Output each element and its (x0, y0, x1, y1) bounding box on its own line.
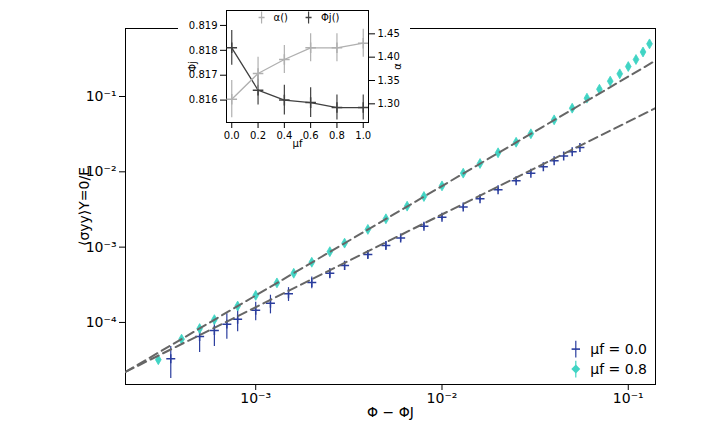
svg-text:⟨σyy⟩Y=0/E: ⟨σyy⟩Y=0/E (76, 167, 92, 246)
svg-text:10⁻¹: 10⁻¹ (613, 390, 644, 406)
html-text:μf = 0.8: μf = 0.8 (590, 360, 647, 377)
svg-text:μf: μf (293, 138, 303, 149)
svg-text:1.0: 1.0 (355, 130, 371, 141)
svg-text:10⁻⁴: 10⁻⁴ (86, 314, 117, 330)
html-text:α(): α() (273, 12, 288, 23)
svg-text:0.2: 0.2 (250, 130, 266, 141)
svg-text:10⁻³: 10⁻³ (85, 238, 117, 255)
svg-text:0.817: 0.817 (188, 69, 218, 81)
html-text:μf = 0.0: μf = 0.0 (590, 340, 647, 357)
svg-text:0.818: 0.818 (189, 45, 218, 56)
svg-text:1.30: 1.30 (378, 98, 400, 109)
svg-text:1.35: 1.35 (378, 75, 400, 86)
svg-text:0.8: 0.8 (329, 130, 345, 141)
svg-text:1.40: 1.40 (378, 51, 400, 62)
svg-text:0.816: 0.816 (189, 94, 218, 105)
svg-text:0.819: 0.819 (189, 20, 218, 31)
svg-text:α: α (392, 63, 403, 70)
svg-text:0.6: 0.6 (303, 130, 319, 141)
svg-text:1.45: 1.45 (378, 28, 400, 39)
svg-text:0.4: 0.4 (276, 130, 292, 141)
svg-text:10⁻²: 10⁻² (427, 390, 458, 406)
html-text:Φj(): Φj() (321, 12, 340, 23)
svg-text:10⁻³: 10⁻³ (240, 390, 271, 406)
svg-text:Φ − ΦJ: Φ − ΦJ (367, 404, 414, 420)
svg-text:0.0: 0.0 (224, 130, 240, 141)
svg-text:Φj: Φj (187, 61, 198, 72)
svg-text:10⁻¹: 10⁻¹ (86, 88, 117, 104)
svg-text:10⁻²: 10⁻² (85, 163, 117, 180)
